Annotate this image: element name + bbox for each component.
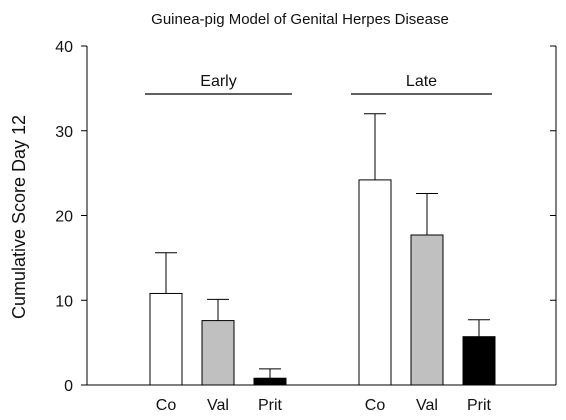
x-tick-label: Val [207, 397, 229, 414]
group-label: Late [406, 73, 437, 90]
y-tick-label: 40 [55, 39, 73, 56]
group-label: Early [200, 73, 236, 90]
bar [201, 320, 235, 386]
chart-title: Guinea-pig Model of Genital Herpes Disea… [151, 11, 449, 28]
x-tick-label: Co [365, 397, 386, 414]
bar [253, 377, 287, 386]
x-tick-label: Prit [258, 397, 283, 414]
y-tick-label: 0 [64, 378, 73, 395]
bar [410, 234, 444, 386]
plot-area: 0 10 20 30 40 Early Co Val Prit Late Co Val Prit [55, 39, 557, 414]
y-tick-label: 30 [55, 124, 73, 141]
x-tick-label: Val [416, 397, 438, 414]
y-tick-label: 10 [55, 293, 73, 310]
bar [358, 179, 392, 386]
bar [149, 292, 183, 386]
bar [462, 336, 496, 386]
y-tick-label: 20 [55, 209, 73, 226]
x-tick-label: Co [156, 397, 177, 414]
x-tick-label: Prit [467, 397, 492, 414]
y-axis-label: Cumulative Score Day 12 [9, 115, 29, 319]
